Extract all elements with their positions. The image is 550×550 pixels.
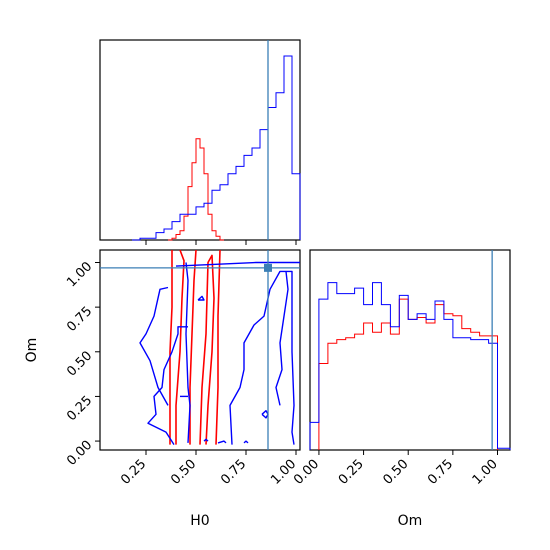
h0-x-tick-label: 0.50	[168, 457, 199, 488]
om-x-ticks: 0.00 0.25 0.50 0.75 1.00	[291, 450, 501, 488]
om-x-tick-label: 0.00	[291, 457, 322, 488]
truth-crosshair	[100, 250, 300, 450]
om-y-tick-label: 1.00	[64, 259, 95, 290]
contour-frame	[99, 249, 301, 451]
blue-contour-line	[147, 326, 188, 445]
truth-point-marker	[264, 263, 272, 272]
red-contour-line	[215, 249, 221, 445]
h0-x-ticks: 0.25 0.50 0.75 1.00	[118, 450, 299, 488]
h0-axis-label: H0	[190, 513, 209, 529]
om-marginal-histogram: 0.00 0.25 0.50 0.75 1.00 Om	[291, 249, 511, 529]
om-histogram-series	[309, 282, 511, 450]
h0-om-contour-panel: 0.25 0.50 0.75 1.00 0.00 0.25 0.50 0.75 1.00 H0…	[24, 249, 301, 529]
red-contour-line	[199, 254, 215, 445]
om-x-tick-label: 0.25	[336, 457, 367, 488]
blue-contour-line	[175, 261, 300, 267]
blue-contour-line	[243, 440, 249, 444]
blue-contour-line	[275, 271, 289, 406]
om-y-tick-label: 0.75	[64, 304, 95, 335]
h0-histogram-red-series	[168, 138, 224, 241]
red-contour-line	[169, 250, 173, 445]
contour-series	[139, 249, 300, 445]
om-y-tick-label: 0.50	[64, 348, 95, 379]
h0-histogram-series	[132, 55, 301, 241]
h0-x-tick-label: 0.75	[218, 457, 249, 488]
om-x-tick-label: 1.00	[470, 457, 501, 488]
red-contour-line	[175, 249, 185, 445]
om-x-axis-label: Om	[398, 513, 423, 529]
blue-contour-line	[203, 438, 209, 442]
om-histogram-blue-series	[309, 282, 511, 450]
om-histogram-frame	[309, 249, 511, 451]
blue-contour-line	[185, 262, 191, 443]
h0-histogram-ticks	[145, 240, 297, 245]
om-y-ticks: 0.00 0.25 0.50 0.75 1.00	[64, 259, 100, 469]
h0-x-tick-label: 0.25	[118, 457, 149, 488]
om-axis-label: Om	[24, 338, 40, 363]
blue-contour-line	[139, 286, 169, 406]
h0-x-tick-label: 1.00	[268, 457, 299, 488]
om-x-tick-label: 0.50	[380, 457, 411, 488]
om-y-tick-label: 0.00	[64, 438, 95, 469]
om-x-tick-label: 0.75	[425, 457, 456, 488]
h0-histogram-blue-series	[132, 55, 301, 241]
h0-marginal-histogram	[99, 39, 301, 245]
blue-contour-line	[217, 440, 227, 444]
om-y-tick-label: 0.25	[64, 393, 95, 424]
blue-contour-line	[197, 295, 205, 301]
blue-contour-line	[229, 270, 295, 445]
